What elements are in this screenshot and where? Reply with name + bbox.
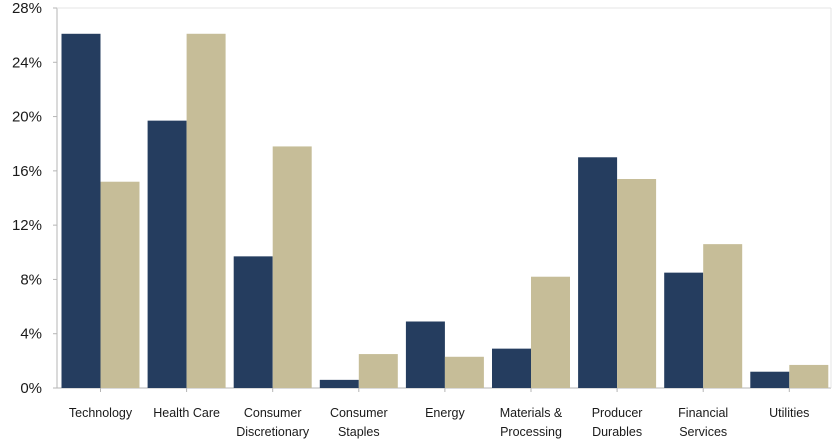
x-category-label: Producer Durables <box>592 406 643 439</box>
y-tick-label: 0% <box>20 380 42 397</box>
x-category-label: Technology <box>69 406 133 420</box>
bar-series2 <box>272 146 312 388</box>
y-tick-label: 20% <box>12 109 42 126</box>
y-tick-label: 12% <box>12 217 42 234</box>
x-category-label: Consumer Staples <box>330 406 388 439</box>
bar-series2 <box>100 181 140 388</box>
bar-series1 <box>578 157 618 388</box>
x-category-label: Consumer Discretionary <box>236 406 310 439</box>
bar-series1 <box>492 348 531 388</box>
bar-series1 <box>61 33 101 389</box>
bar-series1 <box>147 120 187 389</box>
y-tick-label: 24% <box>12 54 42 71</box>
chart-labels: Technology Health Care Consumer Discretiona… <box>69 406 810 439</box>
y-tick-label: 28% <box>12 0 42 17</box>
bar-series1 <box>750 371 790 388</box>
x-category-label: Health Care <box>153 406 220 420</box>
bar-series1 <box>319 379 359 388</box>
bar-series1 <box>233 256 273 388</box>
x-category-label: Utilities <box>769 406 809 420</box>
chart-bars <box>61 33 829 389</box>
x-category-label: Materials & Processing <box>500 406 563 439</box>
bar-series1 <box>664 272 704 388</box>
bar-series2 <box>703 244 743 388</box>
y-tick-label: 16% <box>12 163 42 180</box>
x-category-label: Energy <box>425 406 465 420</box>
bar-series2 <box>789 364 829 388</box>
bar-series2 <box>444 356 484 388</box>
bar-series1 <box>405 321 445 388</box>
y-tick-label: 8% <box>20 271 42 288</box>
bar-series2 <box>358 354 398 388</box>
bar-series2 <box>617 179 657 388</box>
x-category-label: Financial Services <box>678 406 728 439</box>
bar-series2 <box>186 33 226 389</box>
bar-series2 <box>531 276 570 388</box>
y-tick-label: 4% <box>20 326 42 343</box>
